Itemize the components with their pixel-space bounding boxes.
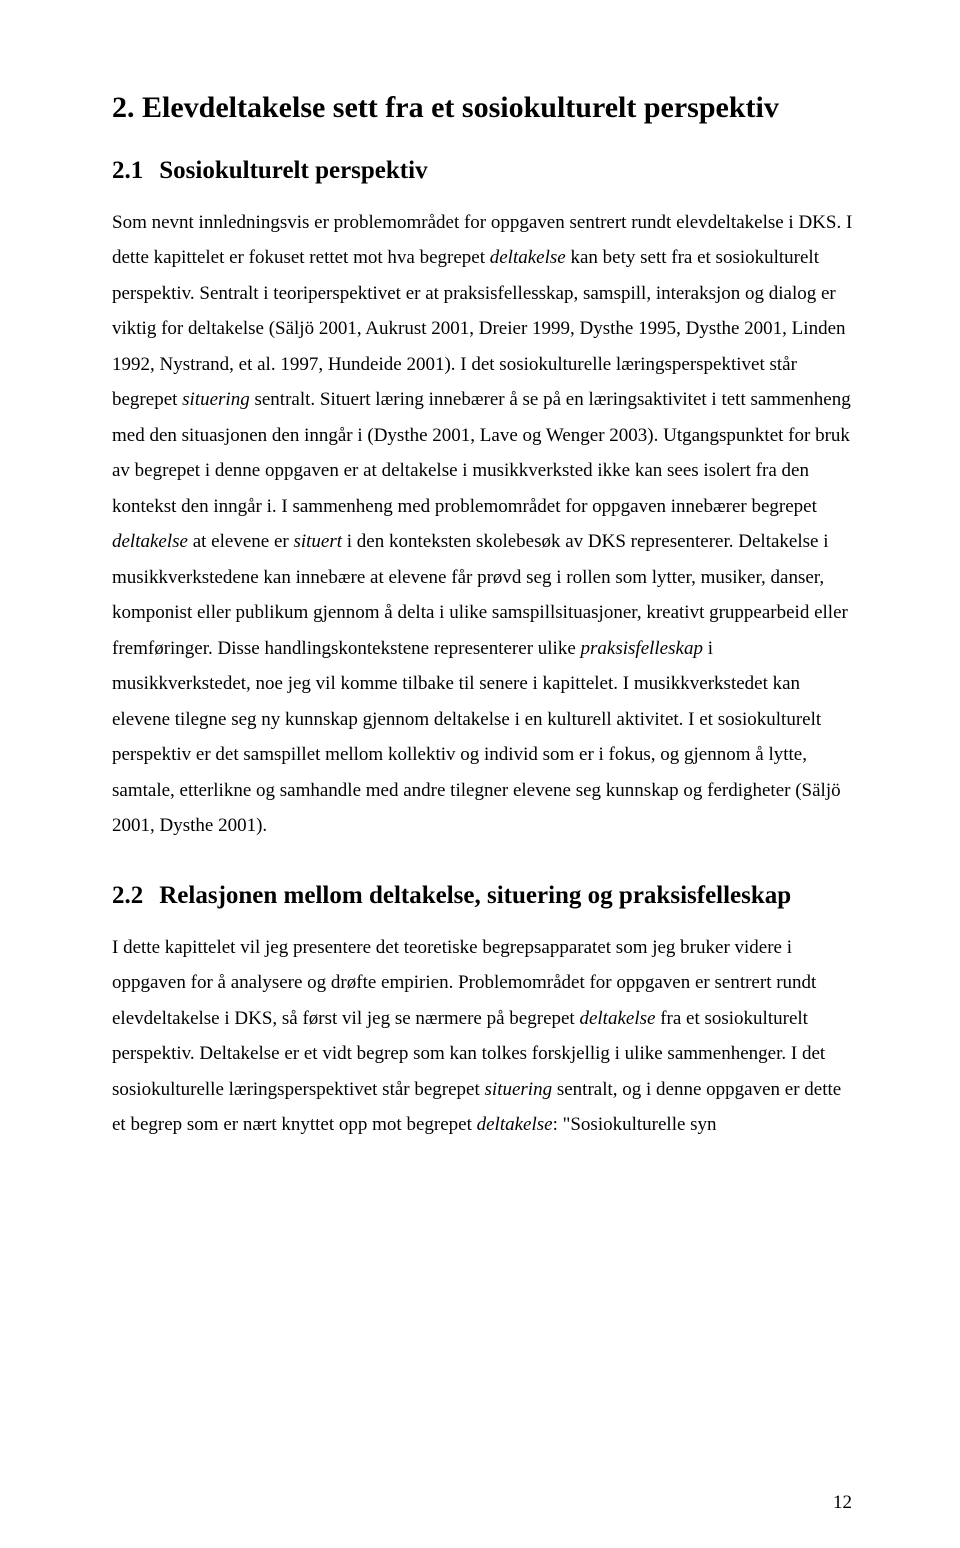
section-22-heading: 2.2 Relasjonen mellom deltakelse, situeri… [112,882,856,910]
term-deltakelse: deltakelse [490,247,566,268]
term-deltakelse: deltakelse [112,531,188,552]
term-praksisfelleskap: praksisfelleskap [581,638,703,659]
term-situering: situering [485,1079,553,1100]
page-number: 12 [833,1492,852,1514]
section-21-heading: 2.1 Sosiokulturelt perspektiv [112,157,856,185]
term-deltakelse: deltakelse [579,1008,655,1029]
section-21-title: Sosiokulturelt perspektiv [159,157,427,184]
chapter-heading: 2. Elevdeltakelse sett fra et sosiokultu… [112,88,856,129]
section-21-number: 2.1 [112,157,143,185]
section-22-paragraph: I dette kapittelet vil jeg presentere de… [112,930,856,1143]
section-21-paragraph: Som nevnt innledningsvis er problemområd… [112,205,856,844]
term-situering: situering [182,389,250,410]
section-22-number: 2.2 [112,882,143,910]
term-situert: situert [293,531,342,552]
term-deltakelse: deltakelse [477,1114,553,1135]
section-22-title: Relasjonen mellom deltakelse, situering … [159,882,791,909]
